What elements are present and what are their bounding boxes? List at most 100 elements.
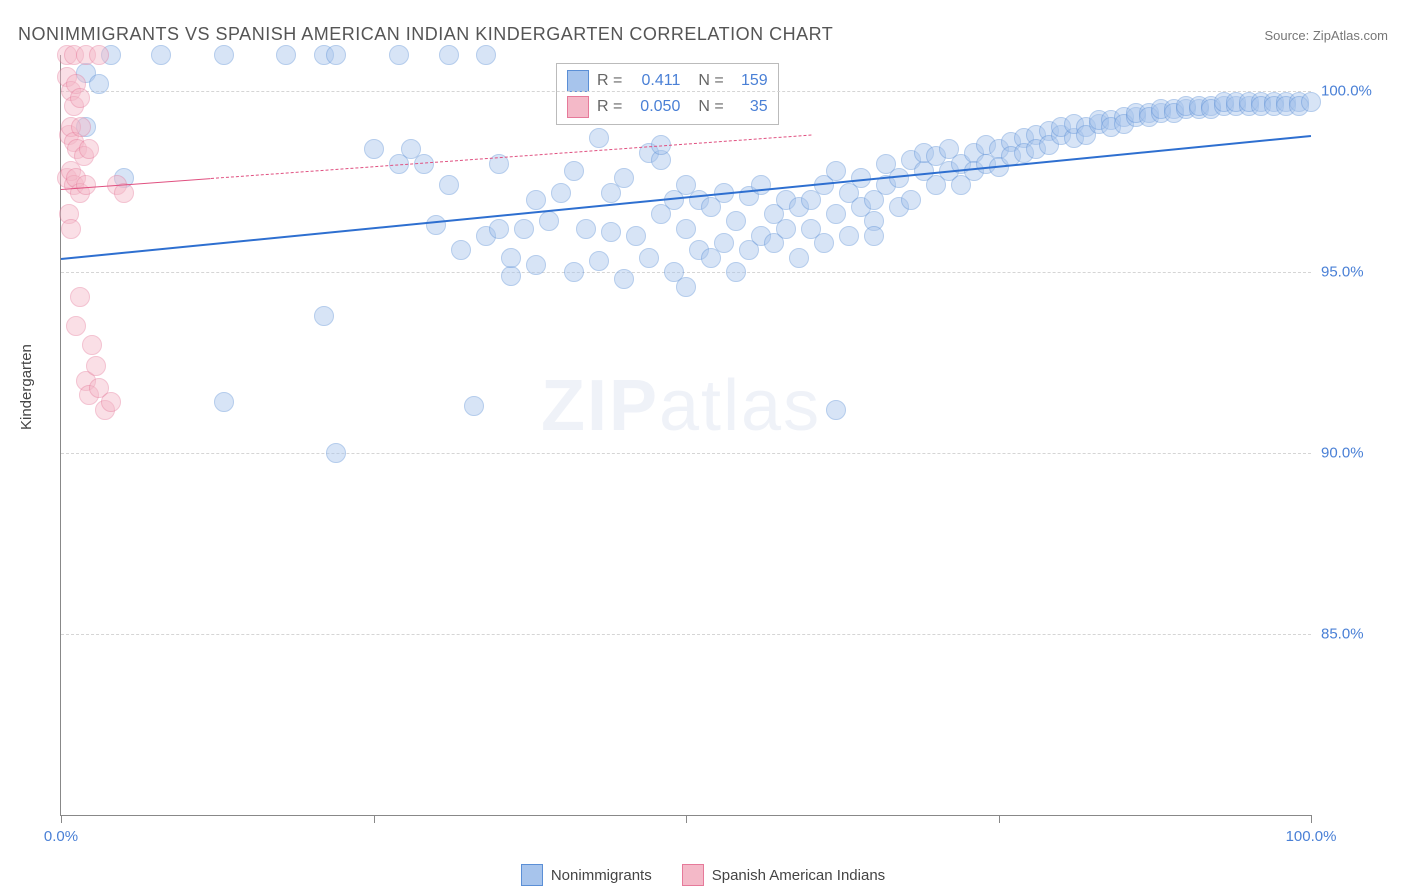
- data-point: [214, 392, 234, 412]
- data-point: [514, 219, 534, 239]
- data-point: [326, 45, 346, 65]
- data-point: [151, 45, 171, 65]
- data-point: [439, 175, 459, 195]
- x-tick-label: 100.0%: [1286, 828, 1337, 845]
- data-point: [1301, 92, 1321, 112]
- data-point: [539, 211, 559, 231]
- data-point: [864, 226, 884, 246]
- data-point: [826, 204, 846, 224]
- data-point: [789, 248, 809, 268]
- stats-row: R = 0.411 N = 159: [567, 68, 768, 94]
- data-point: [464, 396, 484, 416]
- legend-swatch: [567, 70, 589, 92]
- data-point: [426, 215, 446, 235]
- x-tick: [61, 815, 62, 823]
- data-point: [589, 251, 609, 271]
- gridline: [61, 634, 1311, 635]
- trend-line: [61, 135, 1311, 260]
- data-point: [489, 219, 509, 239]
- y-tick-label: 90.0%: [1321, 445, 1381, 462]
- watermark-rest: atlas: [659, 366, 821, 446]
- x-tick: [374, 815, 375, 823]
- data-point: [70, 88, 90, 108]
- data-point: [86, 356, 106, 376]
- data-point: [564, 262, 584, 282]
- data-point: [439, 45, 459, 65]
- stat-n-label: N =: [698, 72, 723, 90]
- legend-item: Nonimmigrants: [521, 864, 652, 886]
- data-point: [601, 222, 621, 242]
- data-point: [676, 219, 696, 239]
- chart-title: NONIMMIGRANTS VS SPANISH AMERICAN INDIAN…: [18, 24, 833, 45]
- x-tick: [686, 815, 687, 823]
- data-point: [214, 45, 234, 65]
- stat-n-label: N =: [698, 98, 723, 116]
- data-point: [61, 219, 81, 239]
- data-point: [901, 190, 921, 210]
- data-point: [551, 183, 571, 203]
- data-point: [564, 161, 584, 181]
- bottom-legend: Nonimmigrants Spanish American Indians: [0, 864, 1406, 886]
- stat-r-label: R =: [597, 98, 622, 116]
- stats-row: R = 0.050 N = 35: [567, 94, 768, 120]
- data-point: [576, 219, 596, 239]
- legend-label: Nonimmigrants: [551, 867, 652, 884]
- legend-swatch: [682, 864, 704, 886]
- data-point: [476, 45, 496, 65]
- data-point: [726, 262, 746, 282]
- data-point: [76, 175, 96, 195]
- data-point: [639, 248, 659, 268]
- data-point: [589, 128, 609, 148]
- stat-n-value: 35: [732, 98, 768, 116]
- data-point: [751, 175, 771, 195]
- data-point: [839, 226, 859, 246]
- data-point: [276, 45, 296, 65]
- y-tick-label: 95.0%: [1321, 264, 1381, 281]
- data-point: [826, 400, 846, 420]
- source-label: Source: ZipAtlas.com: [1264, 28, 1388, 43]
- plot-area: ZIPatlas R =0.411N =159R =0.050N =35 85.…: [60, 55, 1311, 816]
- stat-n-value: 159: [732, 72, 768, 90]
- trend-line: [211, 135, 811, 179]
- y-tick-label: 100.0%: [1321, 83, 1381, 100]
- watermark: ZIPatlas: [541, 365, 821, 447]
- data-point: [501, 266, 521, 286]
- data-point: [66, 316, 86, 336]
- gridline: [61, 453, 1311, 454]
- data-point: [89, 74, 109, 94]
- gridline: [61, 91, 1311, 92]
- stat-r-value: 0.411: [630, 72, 680, 90]
- data-point: [726, 211, 746, 231]
- x-tick: [1311, 815, 1312, 823]
- gridline: [61, 272, 1311, 273]
- data-point: [714, 233, 734, 253]
- data-point: [814, 233, 834, 253]
- data-point: [626, 226, 646, 246]
- data-point: [314, 306, 334, 326]
- data-point: [614, 269, 634, 289]
- data-point: [776, 219, 796, 239]
- data-point: [826, 161, 846, 181]
- data-point: [526, 190, 546, 210]
- y-axis-label: Kindergarten: [18, 344, 35, 430]
- data-point: [364, 139, 384, 159]
- data-point: [614, 168, 634, 188]
- stats-legend-box: R = 0.411 N = 159 R = 0.050 N = 35: [556, 63, 779, 125]
- data-point: [389, 45, 409, 65]
- stat-r-label: R =: [597, 72, 622, 90]
- stat-r-value: 0.050: [630, 98, 680, 116]
- data-point: [70, 287, 90, 307]
- data-point: [501, 248, 521, 268]
- data-point: [451, 240, 471, 260]
- data-point: [71, 117, 91, 137]
- legend-item: Spanish American Indians: [682, 864, 885, 886]
- data-point: [82, 335, 102, 355]
- data-point: [101, 392, 121, 412]
- data-point: [89, 45, 109, 65]
- data-point: [326, 443, 346, 463]
- data-point: [676, 277, 696, 297]
- watermark-bold: ZIP: [541, 366, 659, 446]
- legend-swatch: [567, 96, 589, 118]
- x-tick-label: 0.0%: [44, 828, 78, 845]
- legend-swatch: [521, 864, 543, 886]
